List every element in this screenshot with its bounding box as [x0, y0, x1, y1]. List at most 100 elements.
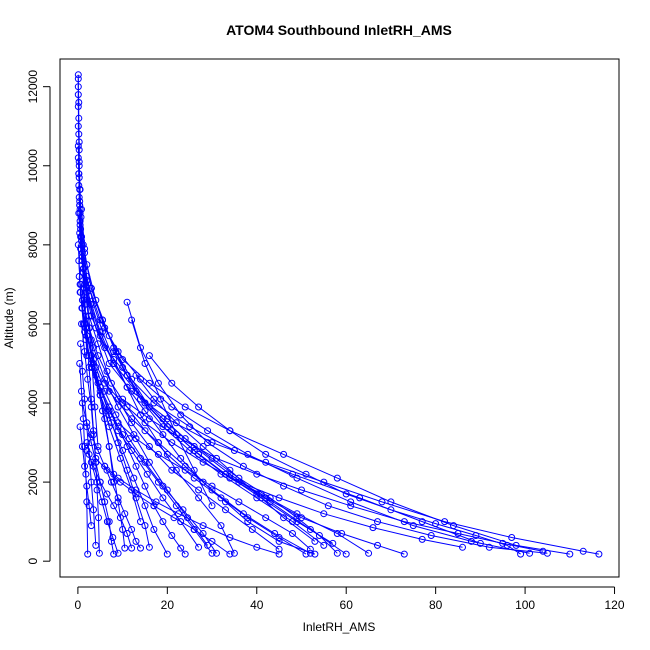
data-point	[293, 514, 301, 522]
data-point	[253, 490, 261, 498]
data-point	[78, 205, 85, 213]
data-point	[168, 466, 176, 474]
data-point	[400, 518, 408, 526]
data-point	[85, 502, 93, 510]
series-line	[86, 264, 325, 546]
data-point	[517, 550, 525, 558]
data-point	[101, 462, 109, 470]
series-line	[84, 252, 405, 555]
data-point	[110, 360, 118, 367]
data-point	[94, 447, 102, 454]
data-point	[75, 273, 83, 280]
data-point	[311, 550, 319, 558]
data-point	[213, 454, 220, 462]
data-point	[103, 518, 111, 526]
data-point	[365, 549, 373, 557]
data-point	[87, 478, 95, 486]
x-axis: 0 20 40 60 80 100 120	[75, 586, 625, 612]
data-point	[78, 367, 86, 375]
x-tick-label: 100	[515, 598, 535, 612]
data-point	[226, 466, 234, 474]
data-point	[76, 423, 84, 431]
data-point	[298, 486, 305, 494]
data-point	[181, 403, 189, 411]
data-point	[130, 474, 138, 482]
data-point	[83, 482, 91, 490]
data-point	[213, 549, 220, 557]
data-point	[195, 486, 203, 494]
data-point	[190, 447, 198, 454]
data-series	[74, 91, 85, 241]
data-point	[195, 543, 203, 551]
data-point	[293, 510, 301, 518]
data-point	[175, 510, 182, 518]
data-point	[90, 506, 97, 514]
data-point	[78, 320, 85, 328]
data-point	[170, 514, 178, 522]
data-point	[179, 506, 187, 514]
data-point	[566, 550, 574, 558]
data-point	[145, 415, 153, 423]
data-point	[239, 510, 247, 518]
data-point	[154, 379, 162, 387]
data-point	[99, 328, 106, 336]
data-point	[320, 541, 328, 549]
data-point	[80, 296, 88, 304]
data-point	[168, 532, 176, 539]
data-point	[579, 547, 587, 555]
data-point	[77, 213, 85, 221]
data-point	[94, 340, 102, 348]
data-point	[123, 371, 131, 379]
data-point	[163, 486, 171, 494]
data-point	[87, 439, 95, 447]
data-point	[81, 462, 89, 470]
data-point	[93, 486, 101, 494]
data-point	[168, 439, 176, 447]
y-axis-label: Altitude (m)	[2, 287, 16, 348]
data-point	[95, 549, 103, 557]
data-point	[141, 419, 149, 427]
data-point	[302, 550, 310, 558]
data-point	[159, 482, 167, 490]
series-layer	[74, 71, 603, 558]
data-point	[116, 454, 124, 462]
data-point	[306, 545, 314, 553]
data-point	[75, 114, 83, 122]
data-point	[141, 522, 149, 530]
data-point	[190, 466, 198, 474]
data-point	[132, 371, 140, 379]
data-point	[121, 544, 129, 552]
data-point	[177, 518, 185, 526]
data-point	[78, 387, 85, 395]
data-point	[347, 502, 355, 510]
data-point	[208, 482, 216, 490]
data-point	[92, 458, 100, 466]
data-point	[195, 494, 203, 502]
data-point	[204, 439, 212, 447]
data-point	[116, 514, 124, 522]
data-point	[137, 344, 144, 352]
data-point	[110, 470, 118, 478]
data-series	[77, 340, 100, 549]
data-point	[217, 494, 225, 502]
data-point	[94, 443, 102, 450]
data-point	[81, 245, 89, 253]
series-line	[95, 367, 217, 554]
data-point	[83, 439, 91, 447]
data-point	[159, 518, 167, 526]
data-point	[539, 547, 547, 555]
data-point	[454, 530, 462, 537]
data-point	[128, 544, 136, 552]
data-point	[141, 399, 149, 407]
data-point	[253, 543, 261, 551]
data-point	[98, 498, 106, 506]
data-point	[145, 458, 153, 466]
data-series	[76, 423, 95, 530]
series-line	[88, 315, 280, 550]
data-point	[163, 415, 171, 423]
data-point	[195, 403, 203, 411]
y-tick-label: 0	[26, 558, 40, 565]
data-series	[76, 221, 350, 558]
series-line	[78, 197, 530, 554]
data-point	[132, 537, 140, 545]
